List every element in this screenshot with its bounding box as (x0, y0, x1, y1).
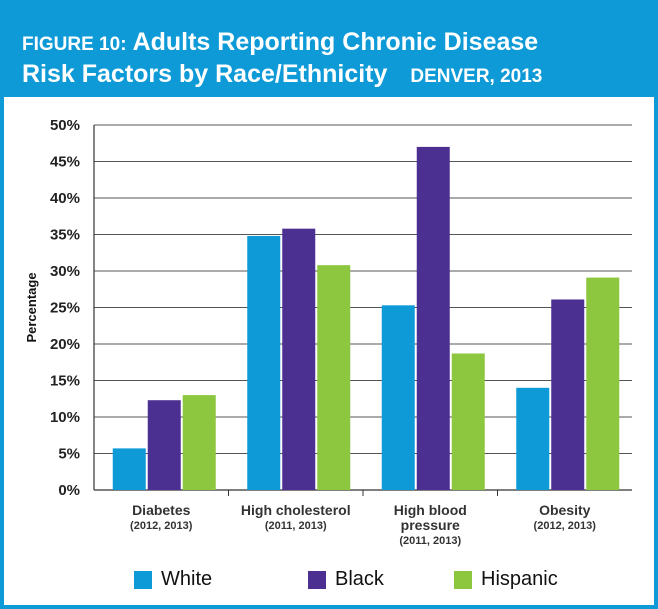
bar-white (112, 448, 146, 490)
x-category-sublabel: (2011, 2013) (265, 520, 327, 532)
x-category-label: High cholesterol (241, 502, 351, 518)
legend-swatch-black (308, 570, 326, 589)
bar-black (282, 228, 316, 490)
bar-white (247, 235, 281, 490)
bar-black (147, 400, 181, 490)
y-tick-label: 50% (50, 117, 80, 134)
y-tick-label: 25% (50, 300, 80, 317)
y-axis-title: Percentage (24, 272, 39, 342)
title-text-2: Risk Factors by Race/Ethnicity (22, 60, 388, 88)
x-category-label: Diabetes (132, 502, 191, 518)
x-category-label: High blood (394, 502, 467, 518)
legend: White Black Hispanic (0, 568, 658, 598)
legend-item-hispanic: Hispanic (454, 568, 558, 591)
figure-label: FIGURE 10: (22, 34, 127, 55)
y-tick-label: 0% (58, 482, 80, 499)
title-text-1: Adults Reporting Chronic Disease (132, 28, 539, 56)
legend-item-black: Black (308, 568, 384, 591)
y-tick-label: 30% (50, 263, 80, 280)
x-category-sublabel: (2012, 2013) (534, 520, 597, 532)
bar-white (516, 387, 550, 490)
bar-black (551, 299, 585, 490)
bar-hispanic (182, 395, 216, 490)
y-tick-label: 40% (50, 190, 80, 207)
bar-hispanic (451, 353, 485, 490)
y-tick-label: 10% (50, 409, 80, 426)
y-tick-label: 35% (50, 227, 80, 244)
x-category-label: Obesity (539, 502, 591, 518)
title-line-1: FIGURE 10: Adults Reporting Chronic Dise… (22, 28, 538, 57)
title-line-2: Risk Factors by Race/Ethnicity DENVER, 2… (22, 60, 542, 89)
bar-chart: 0% 5% 10% 15% 20% 25% 30% 35% 40% 45% 50% Percentag… (24, 117, 632, 547)
bar-hispanic (586, 277, 620, 490)
bar-white (381, 305, 415, 490)
x-category-sublabel: (2012, 2013) (130, 520, 193, 532)
y-tick-label: 45% (50, 154, 80, 171)
legend-label-black: Black (335, 568, 384, 590)
legend-label-white: White (161, 568, 213, 590)
bar-hispanic (317, 265, 351, 490)
bar-black (416, 146, 450, 490)
location-label: DENVER, 2013 (410, 66, 543, 87)
y-tick-label: 5% (58, 446, 80, 463)
x-category-sublabel: (2011, 2013) (399, 535, 461, 547)
legend-swatch-hispanic (454, 570, 472, 589)
y-tick-label: 20% (50, 336, 80, 353)
x-category-label: pressure (401, 517, 460, 533)
y-tick-label: 15% (50, 373, 80, 390)
chart-header: FIGURE 10: Adults Reporting Chronic Dise… (0, 0, 658, 97)
legend-item-white: White (134, 568, 212, 591)
legend-swatch-white (134, 570, 152, 589)
legend-label-hispanic: Hispanic (481, 568, 558, 590)
